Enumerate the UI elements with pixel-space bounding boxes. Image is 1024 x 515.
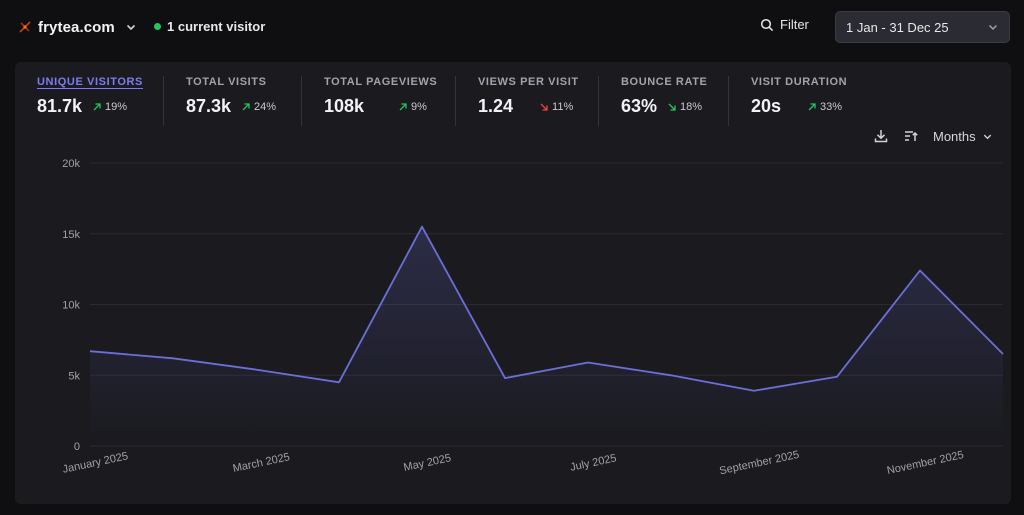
metric-value: 108k [324, 96, 365, 116]
site-logo-icon [19, 21, 31, 33]
metric-total-pageviews[interactable]: Total pageviews 108k 9% [324, 76, 437, 128]
data-point[interactable] [333, 376, 345, 388]
y-tick-label: 0 [74, 441, 80, 453]
live-dot-icon [154, 23, 161, 30]
arrow-down-right-icon [540, 103, 548, 111]
data-point[interactable] [997, 348, 1009, 360]
search-icon [760, 18, 774, 31]
site-switcher[interactable]: frytea.com [18, 16, 137, 38]
x-tick-label: May 2025 [403, 452, 453, 474]
interval-picker[interactable]: Months [933, 129, 993, 144]
x-tick-label: January 2025 [62, 450, 130, 476]
metric-change: 9% [398, 101, 427, 113]
metric-change-value: 18% [680, 101, 703, 113]
metric-label: Views per visit [478, 76, 579, 88]
filter-button[interactable]: Filter [760, 17, 809, 32]
metric-divider [163, 76, 164, 126]
data-point[interactable] [748, 385, 760, 397]
arrow-up-right-icon [93, 103, 101, 111]
dashboard-panel: Unique visitors 81.7k 19% Total visits 8… [15, 62, 1011, 504]
current-visitors-label: 1 current visitor [167, 19, 266, 34]
metric-value: 1.24 [478, 96, 514, 116]
arrow-up-right-icon [399, 103, 407, 111]
metric-divider [455, 76, 456, 126]
metric-change-value: 9% [411, 101, 427, 113]
chart-series-line [89, 225, 1004, 392]
x-tick-label: March 2025 [232, 451, 291, 475]
metric-label: Visit duration [751, 76, 848, 88]
metric-label: Total pageviews [324, 76, 438, 88]
metric-divider [728, 76, 729, 126]
metric-label: Total visits [186, 76, 267, 88]
metric-change-value: 11% [552, 101, 574, 113]
chart-area-fill [90, 226, 1003, 446]
metric-change-value: 33% [820, 101, 843, 113]
metric-bounce-rate[interactable]: Bounce rate 63% 18% [621, 76, 707, 128]
data-point[interactable] [914, 265, 926, 277]
y-tick-label: 20k [62, 158, 80, 170]
chevron-down-icon [983, 134, 991, 139]
data-point[interactable] [831, 371, 843, 383]
filter-label: Filter [780, 17, 809, 32]
data-point[interactable] [416, 221, 428, 233]
data-point[interactable] [250, 364, 262, 376]
metric-change: 33% [807, 101, 842, 113]
metric-total-visits[interactable]: Total visits 87.3k 24% [186, 76, 276, 128]
current-visitors[interactable]: 1 current visitor [154, 19, 265, 34]
date-range-picker[interactable]: 1 Jan - 31 Dec 25 [835, 11, 1010, 43]
arrow-up-right-icon [242, 103, 250, 111]
metric-change: 18% [667, 101, 702, 113]
x-tick-label: September 2025 [718, 449, 800, 478]
visitors-chart[interactable]: 0 5k 10k 15k 20k January 2025 March 2025 May 2… [15, 62, 1011, 504]
arrow-down-right-icon [668, 103, 676, 111]
metric-value: 81.7k [37, 96, 83, 116]
metric-divider [301, 76, 302, 126]
arrow-up-right-icon [808, 103, 816, 111]
metric-divider [598, 76, 599, 126]
data-point[interactable] [665, 369, 677, 381]
metric-change: 19% [92, 101, 127, 113]
metric-label: Bounce rate [621, 76, 708, 88]
metric-visit-duration[interactable]: Visit duration 20s 33% [751, 76, 847, 128]
metric-unique-visitors[interactable]: Unique visitors 81.7k 19% [37, 76, 143, 128]
interval-label: Months [933, 128, 976, 144]
metric-value: 63% [621, 96, 658, 116]
data-point[interactable] [582, 357, 594, 369]
metric-change: 11% [539, 101, 573, 113]
metric-change: 24% [241, 101, 276, 113]
metric-label: Unique visitors [37, 76, 143, 88]
metric-change-value: 19% [105, 101, 128, 113]
metric-value: 87.3k [186, 96, 232, 116]
metric-views-per-visit[interactable]: Views per visit 1.24 11% [478, 76, 579, 128]
data-point[interactable] [167, 352, 179, 364]
data-point[interactable] [84, 345, 96, 357]
y-tick-label: 5k [68, 370, 80, 382]
data-point[interactable] [499, 372, 511, 384]
metric-change-value: 24% [254, 101, 277, 113]
y-tick-label: 10k [62, 300, 80, 312]
sort-import-icon[interactable] [903, 128, 919, 144]
date-range-label: 1 Jan - 31 Dec 25 [846, 19, 949, 35]
x-tick-label: November 2025 [886, 449, 965, 477]
y-tick-label: 15k [62, 229, 80, 241]
top-bar: frytea.com 1 current visitor Filter 1 Ja… [0, 0, 1024, 56]
chevron-down-icon [126, 24, 135, 31]
download-icon[interactable] [873, 128, 889, 144]
metric-value: 20s [751, 96, 782, 116]
chart-toolbar: Months [873, 128, 993, 144]
site-name: frytea.com [38, 18, 115, 36]
chevron-down-icon [988, 24, 998, 31]
x-tick-label: July 2025 [569, 452, 618, 474]
